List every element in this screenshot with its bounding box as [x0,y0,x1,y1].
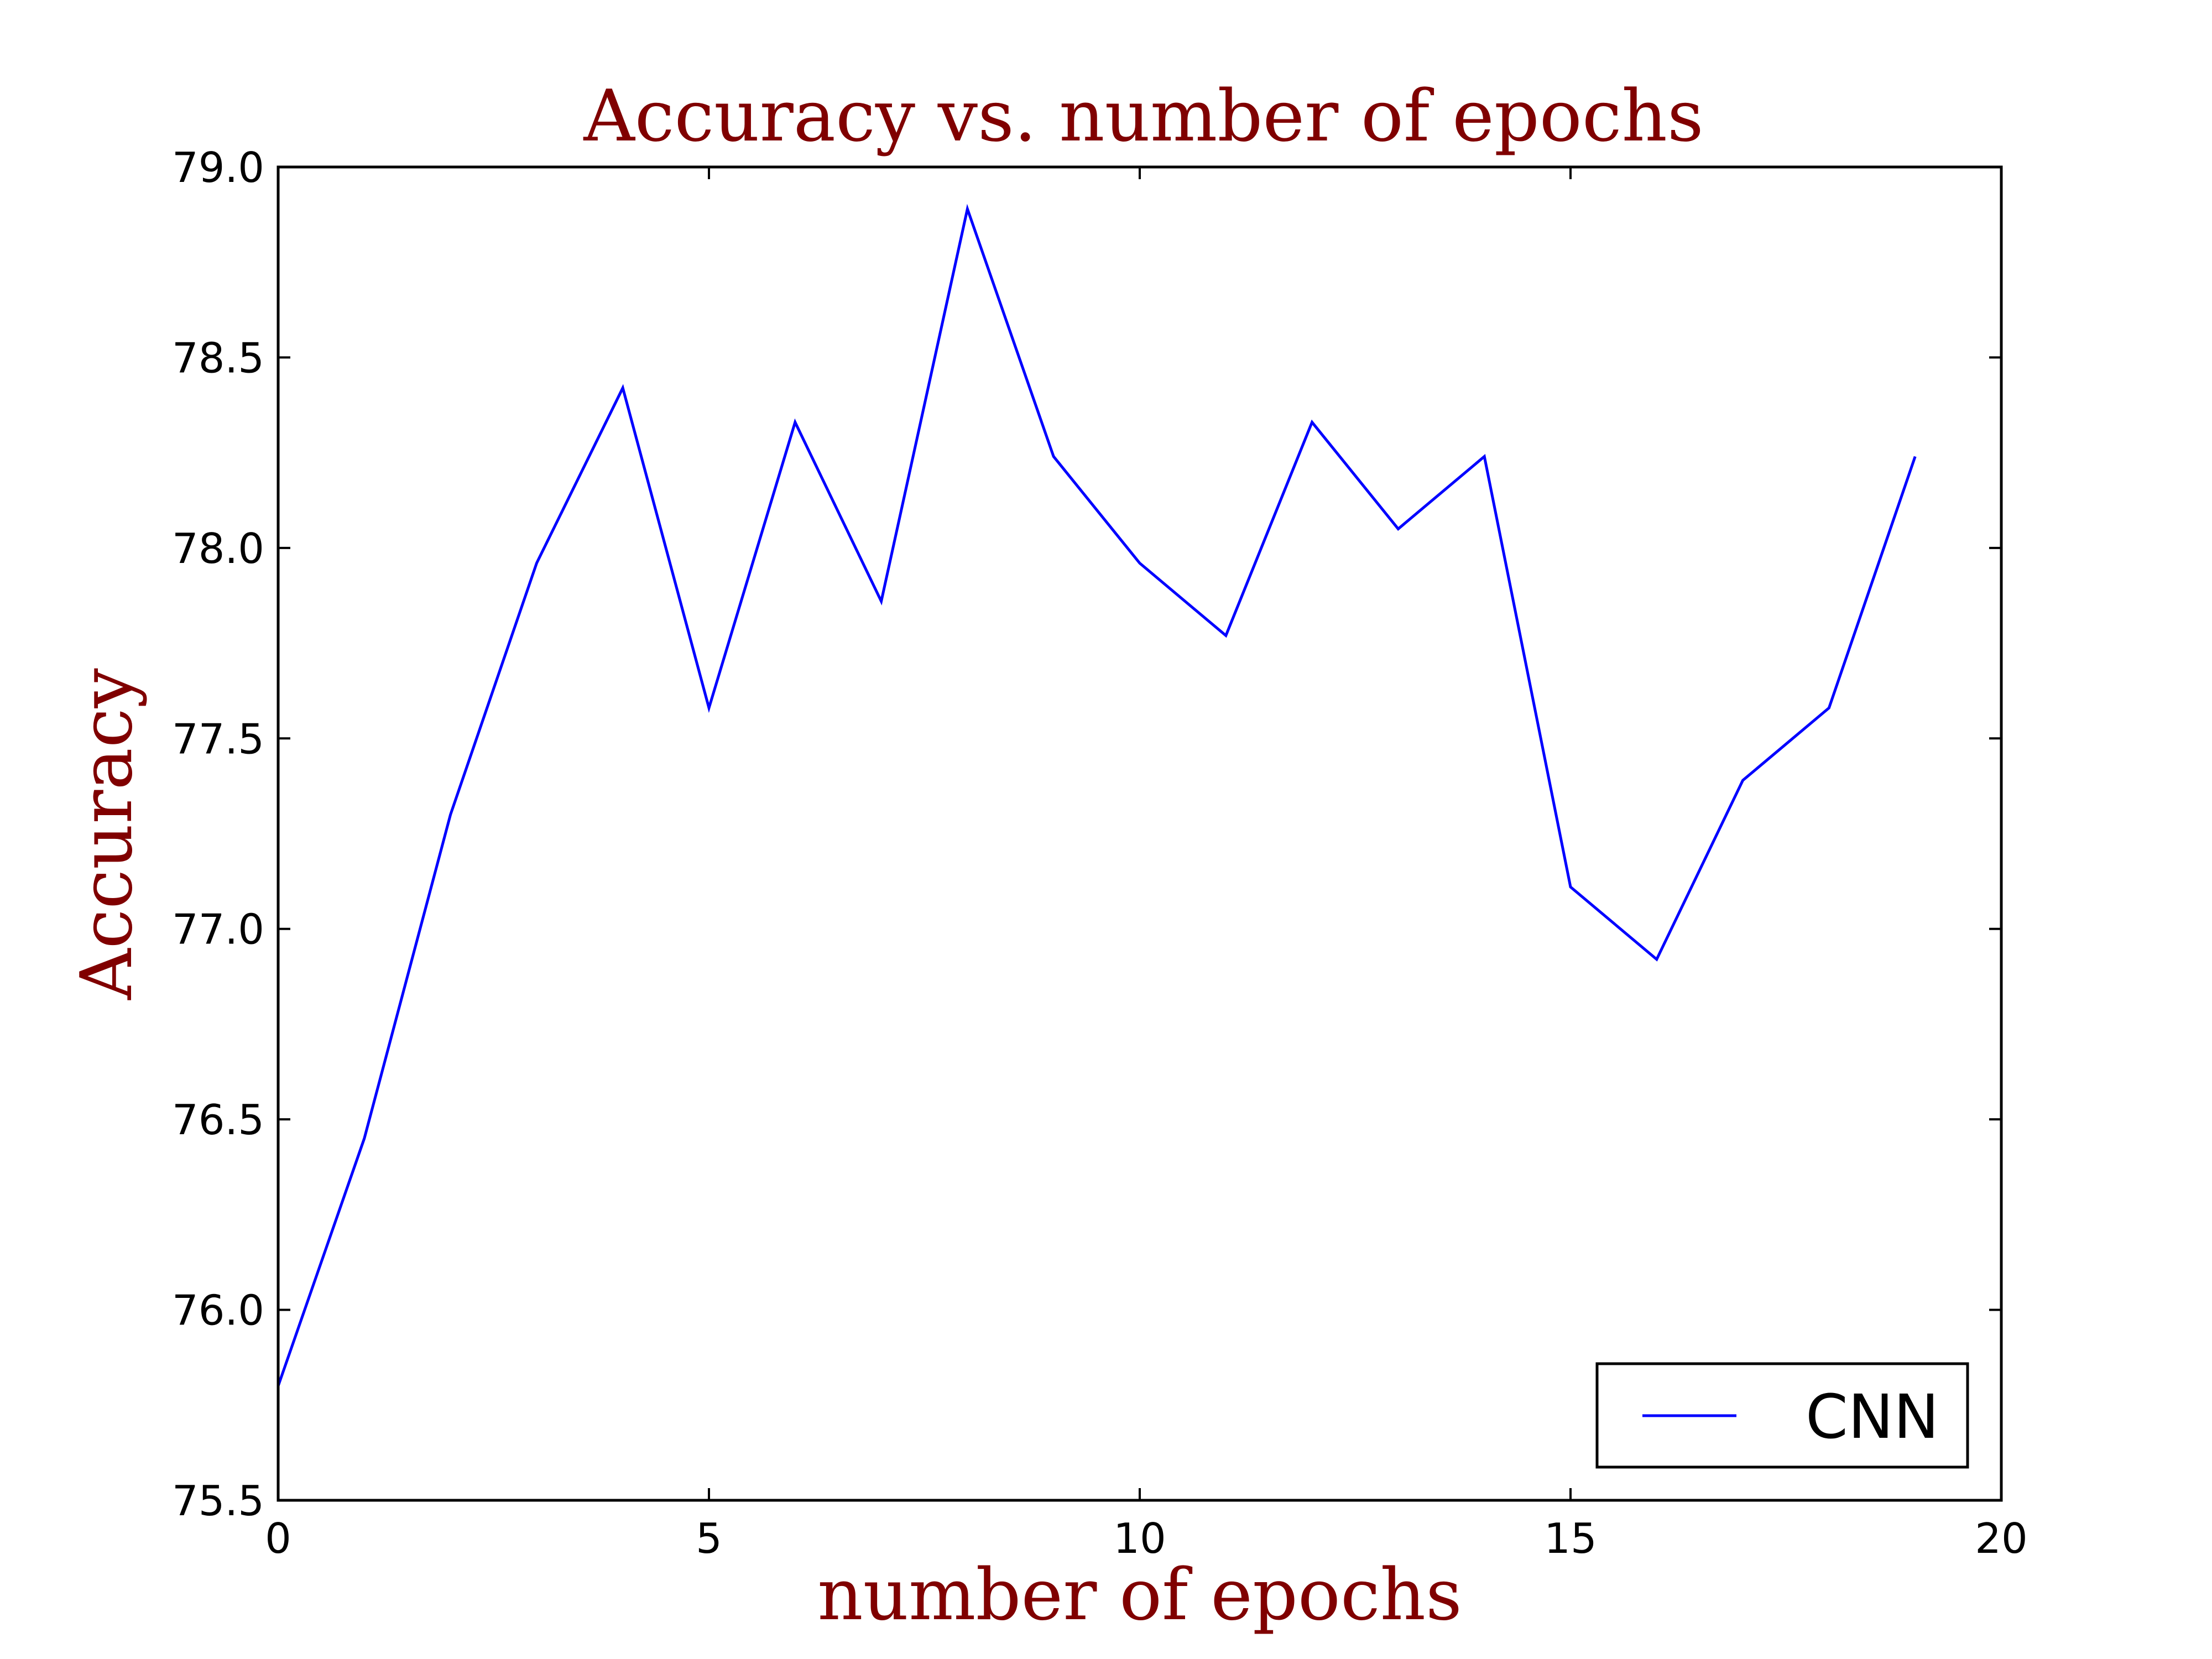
y-tick-label: 78.5 [172,333,264,382]
y-tick-label: 75.5 [172,1477,264,1525]
y-tick-label: 78.0 [172,524,264,573]
x-tick-label: 5 [696,1514,722,1563]
x-tick-label: 10 [1113,1514,1166,1563]
x-axis-label: number of epochs [817,1554,1462,1636]
y-tick-label: 77.5 [172,714,264,763]
legend: CNN [1595,1362,1969,1469]
x-tick-label: 0 [265,1514,291,1563]
y-tick-label: 77.0 [172,905,264,954]
series-line-cnn [276,204,1917,1387]
chart-title: Accuracy vs. number of epochs [583,75,1703,158]
x-tick-label: 15 [1544,1514,1597,1563]
y-tick-label: 76.0 [172,1286,264,1335]
legend-label-cnn: CNN [1806,1381,1939,1452]
x-tick-label: 20 [1975,1514,2027,1563]
y-tick-label: 76.5 [172,1095,264,1144]
series-layer [276,204,1917,1387]
y-tick-label: 79.0 [172,143,264,192]
y-axis-label: Accuracy [66,668,148,1000]
ticks-layer: 0 5 10 15 20 75.5 76.0 76.5 77.0 77.5 78.0 78.5 79.0 [172,143,2028,1563]
